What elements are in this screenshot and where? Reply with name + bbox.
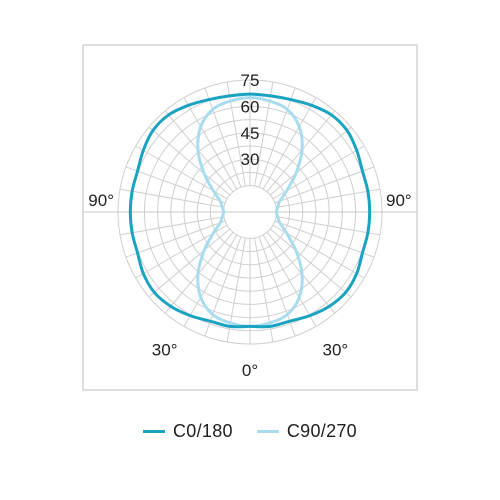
legend-label-c0-180: C0/180	[173, 420, 233, 441]
grid-spoke-280	[119, 216, 225, 236]
grid-spoke-160	[258, 87, 296, 188]
grid-spoke-130	[269, 126, 352, 196]
grid-spoke-100	[275, 188, 381, 208]
grid-spoke-260	[119, 188, 225, 208]
grid-spoke-10	[254, 237, 274, 343]
series-line-c0-180	[128, 92, 372, 329]
angle-label-right-30: 30°	[323, 341, 349, 360]
grid-spoke-80	[275, 216, 381, 236]
grid-spoke-190	[226, 81, 246, 187]
grid-spoke-30	[262, 234, 317, 327]
grid-spoke-330	[183, 234, 238, 327]
grid-spoke-250	[125, 166, 226, 204]
legend-swatch-c90-270	[256, 429, 279, 433]
axis-labels: 30 45 60 75 0° 30° 30° 90° 90°	[88, 71, 411, 380]
grid-spoke-110	[274, 166, 375, 204]
legend-item-c90-270: C90/270	[256, 420, 357, 442]
grid-spoke-210	[183, 97, 238, 190]
grid-spoke-350	[226, 237, 246, 343]
angle-label-right-90: 90°	[386, 191, 412, 210]
grid-spoke-20	[258, 236, 296, 337]
series-line-c90-270	[196, 96, 304, 328]
grid-spoke-70	[274, 220, 375, 258]
grid-spoke-230	[148, 126, 231, 196]
grid-spoke-200	[204, 87, 242, 188]
angle-label-bottom-0: 0°	[242, 361, 258, 380]
grid-spoke-340	[204, 236, 242, 337]
legend: C0/180 C90/270	[0, 418, 500, 444]
angle-label-left-30: 30°	[152, 341, 178, 360]
grid-spoke-150	[262, 97, 317, 190]
radial-tick-label-30: 30	[241, 150, 260, 169]
grid-spoke-50	[269, 228, 352, 298]
legend-item-c0-180: C0/180	[143, 421, 233, 442]
legend-swatch-c0-180	[143, 429, 165, 433]
radial-tick-label-60: 60	[241, 97, 260, 116]
grid-spoke-310	[148, 228, 231, 298]
series-layer	[128, 92, 372, 329]
radial-tick-label-75: 75	[241, 71, 260, 90]
radial-tick-label-45: 45	[241, 124, 260, 143]
legend-label-c90-270: C90/270	[286, 420, 357, 441]
angle-label-left-90: 90°	[88, 191, 114, 210]
grid-spoke-170	[254, 81, 274, 187]
grid-spoke-290	[125, 220, 226, 258]
